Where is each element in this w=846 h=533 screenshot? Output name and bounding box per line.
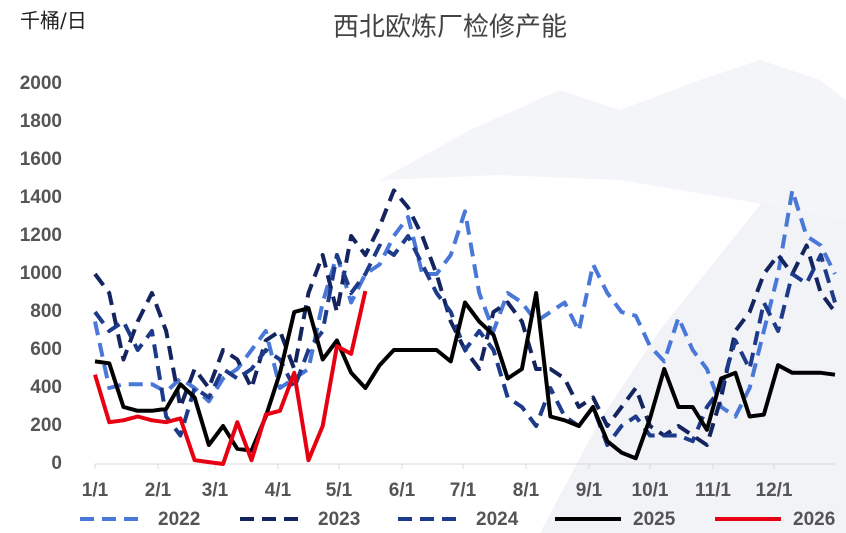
series-line xyxy=(93,234,837,447)
series-line xyxy=(93,290,368,466)
x-tick-label: 3/1 xyxy=(202,480,229,501)
legend-label: 2022 xyxy=(158,509,200,530)
y-tick-label: 800 xyxy=(30,301,62,322)
x-tick-label: 9/1 xyxy=(576,480,603,501)
y-tick-label: 2000 xyxy=(20,73,62,94)
x-tick-label: 5/1 xyxy=(326,480,353,501)
y-tick-label: 0 xyxy=(51,453,62,474)
y-axis-unit: 千桶/日 xyxy=(20,9,87,33)
x-tick-label: 10/1 xyxy=(632,480,669,501)
background-cloud xyxy=(380,60,846,220)
chart-title: 西北欧炼厂检修产能 xyxy=(333,13,567,43)
x-tick-label: 1/1 xyxy=(82,480,109,501)
y-tick-label: 200 xyxy=(30,415,62,436)
x-tick-label: 4/1 xyxy=(265,480,292,501)
y-tick-label: 1800 xyxy=(20,111,62,132)
legend-label: 2026 xyxy=(793,509,835,530)
x-tick-label: 6/1 xyxy=(389,480,416,501)
legend-label: 2025 xyxy=(633,509,676,530)
legend-label: 2023 xyxy=(318,509,360,530)
y-tick-label: 400 xyxy=(30,377,62,398)
x-tick-label: 2/1 xyxy=(145,480,172,501)
x-tick-label: 12/1 xyxy=(756,480,793,501)
y-tick-label: 1400 xyxy=(20,187,62,208)
y-tick-label: 1200 xyxy=(20,225,62,246)
y-tick-label: 600 xyxy=(30,339,62,360)
x-tick-label: 8/1 xyxy=(513,480,540,501)
series-line xyxy=(94,291,836,461)
y-tick-label: 1600 xyxy=(20,149,62,170)
x-tick-label: 7/1 xyxy=(450,480,477,501)
y-tick-label: 1000 xyxy=(20,263,62,284)
series-line xyxy=(93,188,837,419)
legend-label: 2024 xyxy=(476,509,519,530)
x-tick-label: 11/1 xyxy=(695,480,731,501)
